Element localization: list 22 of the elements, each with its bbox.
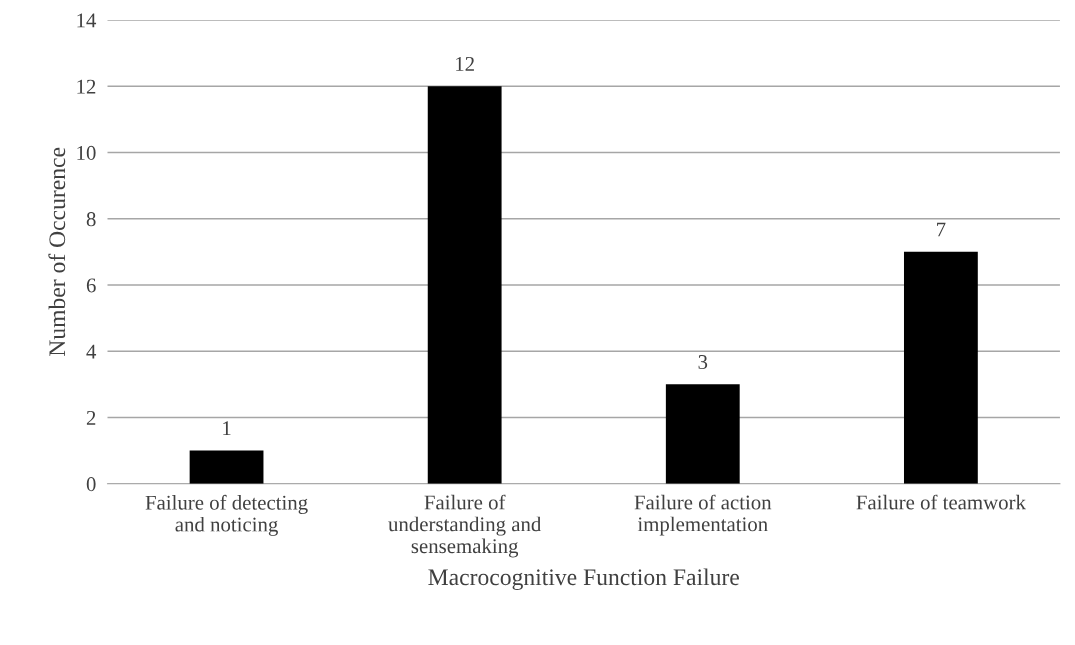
bar <box>427 86 502 484</box>
y-axis-title: Number of Occurence <box>48 147 66 357</box>
data-label: 7 <box>937 222 946 237</box>
y-tick-label: 4 <box>86 344 97 359</box>
x-tick-label: Failure of detecting and noticing <box>145 494 308 536</box>
data-label: 12 <box>456 56 474 71</box>
y-tick-label: 12 <box>77 79 96 94</box>
x-axis-title: Macrocognitive Function Failure <box>428 568 739 591</box>
x-tick-label: Failure of action implementation <box>634 494 772 536</box>
data-label: 1 <box>223 421 231 436</box>
y-tick-label: 10 <box>77 145 96 160</box>
y-tick-label: 2 <box>86 410 96 425</box>
x-tick-label: Failure of teamwork <box>856 494 1026 510</box>
y-tick-label: 14 <box>77 13 97 28</box>
y-tick-label: 8 <box>86 212 96 227</box>
bar <box>189 450 264 484</box>
x-tick-label: Failure of understanding and sensemaking <box>388 494 542 558</box>
bar <box>665 384 740 484</box>
y-tick-label: 6 <box>86 278 96 293</box>
data-label: 3 <box>698 355 708 370</box>
bar <box>903 251 978 484</box>
y-tick-label: 0 <box>86 477 96 492</box>
